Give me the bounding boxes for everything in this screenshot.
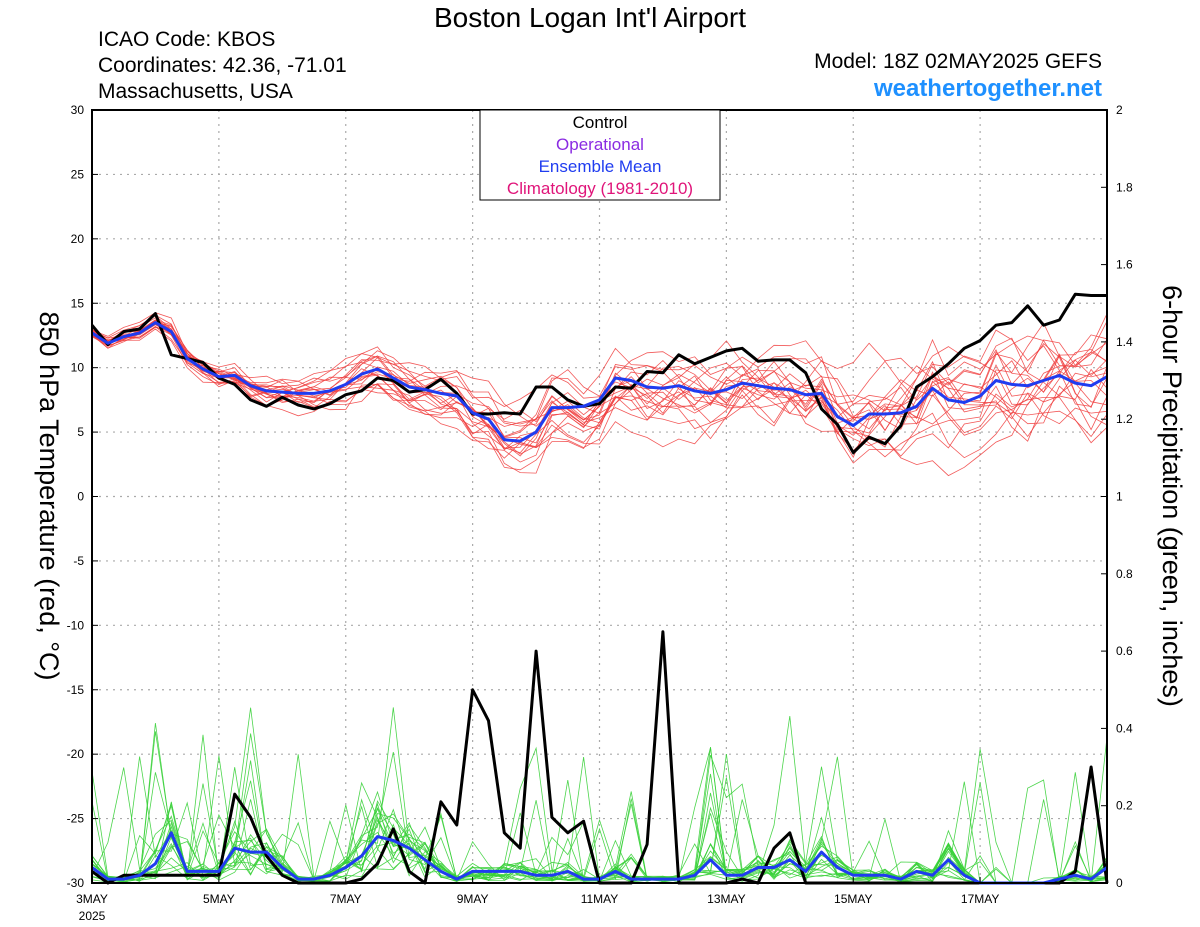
grid-lines	[92, 110, 1107, 883]
y-tick-left: -25	[67, 812, 85, 826]
y-tick-right: 1.6	[1116, 258, 1133, 272]
x-tick: 7MAY	[330, 892, 362, 906]
temp-member-line	[91, 328, 1108, 459]
x-tick: 9MAY	[457, 892, 489, 906]
model-run: Model: 18Z 02MAY2025 GEFS	[814, 50, 1102, 73]
site-link[interactable]: weathertogether.net	[873, 75, 1102, 102]
y-tick-left: -20	[67, 747, 85, 761]
y-tick-right: 2	[1116, 103, 1123, 117]
y-tick-right: 1	[1116, 490, 1123, 504]
x-tick: 3MAY	[76, 892, 108, 906]
y-tick-left: 10	[71, 361, 85, 375]
x-tick: 15MAY	[834, 892, 872, 906]
y-tick-left: -10	[67, 618, 85, 632]
legend-box	[479, 109, 721, 201]
y-tick-right: 1.2	[1116, 412, 1133, 426]
temp-member-line	[91, 313, 1108, 435]
control-temperature-line	[90, 292, 1107, 455]
y-tick-left: 5	[77, 425, 84, 439]
axis-ticks: 302520151050-5-10-15-20-25-3021.81.61.41…	[67, 103, 1133, 923]
coordinates: Coordinates: 42.36, -71.01	[98, 54, 347, 77]
y-tick-left: 30	[71, 103, 85, 117]
y-axis-right-label: 6-hour Precipitation (green, inches)	[1157, 285, 1187, 707]
y-tick-left: 20	[71, 232, 85, 246]
y-tick-left: -15	[67, 683, 85, 697]
x-tick: 17MAY	[961, 892, 999, 906]
y-tick-left: 15	[71, 296, 85, 310]
y-tick-right: 0	[1116, 876, 1123, 890]
temp-member-line	[91, 319, 1108, 448]
temp-member-line	[91, 312, 1108, 459]
y-tick-left: 0	[77, 490, 84, 504]
chart-title: Boston Logan Int'l Airport	[434, 2, 746, 33]
y-tick-right: 0.2	[1116, 799, 1133, 813]
y-tick-left: -30	[67, 876, 85, 890]
region: Massachusetts, USA	[98, 80, 293, 103]
y-tick-right: 0.6	[1116, 644, 1133, 658]
x-tick: 13MAY	[707, 892, 745, 906]
y-tick-right: 0.8	[1116, 567, 1133, 581]
x-tick: 5MAY	[203, 892, 235, 906]
icao-code: ICAO Code: KBOS	[98, 28, 276, 51]
main-series	[90, 292, 1109, 885]
y-tick-right: 1.4	[1116, 335, 1133, 349]
precip-member-line	[91, 748, 1108, 884]
y-tick-right: 0.4	[1116, 721, 1133, 735]
legend-entry: Ensemble Mean	[539, 157, 662, 176]
legend-entry: Operational	[556, 135, 644, 154]
legend: Control Operational Ensemble Mean Climatolo…	[479, 109, 721, 201]
x-tick-year: 2025	[79, 909, 106, 923]
y-axis-left-label: 850 hPa Temperature (red, °C)	[34, 312, 64, 681]
temp-member-line	[91, 321, 1108, 477]
temp-member-line	[91, 321, 1108, 455]
ensemble-mean-temperature-line	[91, 321, 1108, 443]
y-tick-right: 1.8	[1116, 180, 1133, 194]
y-tick-left: 25	[71, 167, 85, 181]
x-tick: 11MAY	[581, 892, 619, 906]
legend-entry: Control	[573, 113, 628, 132]
y-tick-left: -5	[73, 554, 84, 568]
legend-entry: Climatology (1981-2010)	[507, 179, 693, 198]
